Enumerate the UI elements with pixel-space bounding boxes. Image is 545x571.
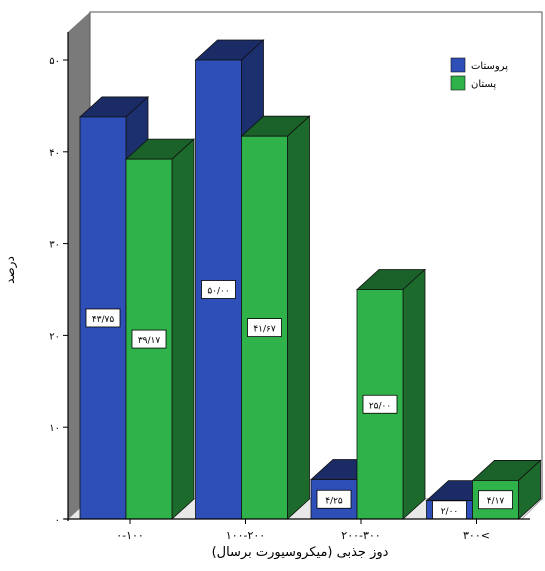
legend-label: پستان [471, 79, 496, 90]
y-tick-label: ۱۰ [49, 423, 60, 434]
bar-series2 [124, 138, 196, 520]
data-label: ۴/۱۷ [478, 490, 513, 510]
legend-label: پروستات [471, 61, 508, 72]
data-label-text: ۳۹/۱۷ [138, 336, 161, 346]
data-label: ۲۵/۰۰ [362, 394, 398, 414]
bar-side-face [171, 138, 195, 520]
legend-swatch [450, 57, 466, 73]
data-label: ۴۳/۷۵ [85, 308, 121, 328]
y-tick-label: ۳۰ [49, 240, 60, 251]
data-label-text: ۴۳/۷۵ [92, 315, 115, 325]
data-label-box [131, 329, 167, 349]
x-tick-label: ۳۰۰< [463, 529, 490, 542]
bar-side-face [287, 115, 310, 520]
bar-series2 [355, 268, 427, 520]
data-label-box [478, 490, 513, 510]
data-label-box [247, 318, 282, 337]
data-label: ۴/۲۵ [316, 489, 352, 509]
bars-group: ۴۳/۷۵ ۳۹/۱۷ ۵۰/۰۰ ۴۱/۶۷ ۴/۲۵ ۲۵/۰۰ ۲/۰۰ ۴/۱۷ [78, 39, 542, 520]
bar-side-face [402, 268, 426, 520]
data-label-text: ۲۵/۰۰ [369, 401, 391, 411]
x-axis: ۰-۱۰۰ ۱۰۰-۲۰۰ ۲۰۰-۳۰۰ ۳۰۰< [64, 518, 530, 542]
data-label-text: ۲/۰۰ [441, 507, 459, 517]
x-tick-label: ۱۰۰-۲۰۰ [226, 529, 265, 542]
legend: پروستات پستان [438, 51, 512, 97]
data-label-text: ۴/۲۵ [325, 496, 343, 506]
data-label-box [201, 280, 236, 299]
y-tick-label: ۴۰ [49, 148, 60, 159]
data-label: ۴۱/۶۷ [247, 318, 282, 337]
data-label: ۳۹/۱۷ [131, 329, 167, 349]
data-label: ۵۰/۰۰ [201, 280, 236, 299]
data-label-box [362, 394, 398, 414]
data-label: ۲/۰۰ [432, 500, 467, 520]
data-label-text: ۴/۱۷ [487, 497, 505, 507]
x-tick-label: ۲۰۰-۳۰۰ [341, 529, 380, 542]
y-tick-label: ۰ [55, 515, 60, 526]
y-axis-title: درصد [3, 256, 18, 284]
y-tick-label: ۵۰ [49, 56, 60, 67]
data-label-text: ۵۰/۰۰ [207, 287, 229, 297]
legend-swatch [450, 75, 466, 91]
x-axis-title: دوز جذبی (میکروسیورت برسال) [212, 545, 389, 560]
y-axis: ۰ ۱۰ ۲۰ ۳۰ ۴۰ ۵۰ [49, 32, 69, 526]
data-label-box [316, 489, 352, 509]
bar-series2 [240, 115, 311, 520]
x-tick-label: ۰-۱۰۰ [116, 529, 144, 542]
data-label-text: ۴۱/۶۷ [253, 325, 276, 335]
y-tick-label: ۲۰ [49, 331, 60, 342]
data-label-box [85, 308, 121, 328]
